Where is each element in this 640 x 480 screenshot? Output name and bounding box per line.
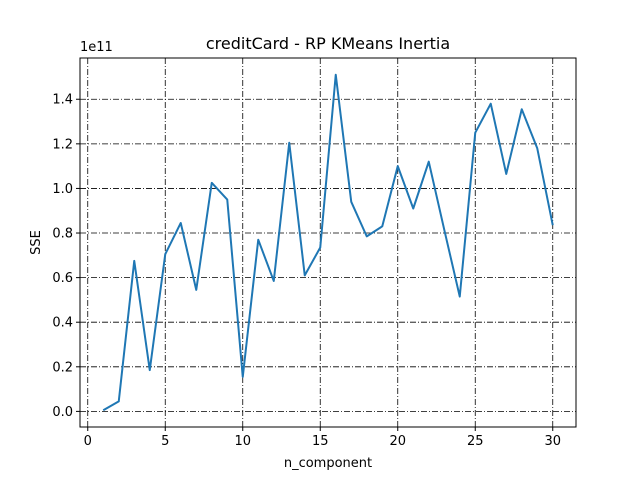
x-tick-label: 5 xyxy=(161,434,169,449)
y-tick-label: 0.4 xyxy=(52,316,73,331)
y-axis-label: SSE xyxy=(29,230,44,255)
series-layer xyxy=(102,73,554,412)
y-tick-label: 0.6 xyxy=(52,271,73,286)
y-tick-label: 1.4 xyxy=(52,93,73,108)
series-line xyxy=(102,73,554,412)
chart-title: creditCard - RP KMeans Inertia xyxy=(206,34,450,53)
x-ticks: 0 5 10 15 20 25 30 xyxy=(84,427,561,449)
y-tick-label: 0.2 xyxy=(52,360,73,375)
x-axis-label: n_component xyxy=(284,456,372,471)
plot-frame xyxy=(79,57,577,428)
x-tick-label: 30 xyxy=(544,434,561,449)
x-tick-label: 10 xyxy=(234,434,251,449)
x-tick-label: 20 xyxy=(389,434,406,449)
grid-layer xyxy=(80,58,576,427)
y-offset-label: 1e11 xyxy=(80,40,113,55)
x-tick-label: 15 xyxy=(312,434,329,449)
y-tick-label: 1.2 xyxy=(52,137,73,152)
x-tick-label: 25 xyxy=(467,434,484,449)
y-ticks: 0.0 0.2 0.4 0.6 0.8 1.0 1.2 1.4 xyxy=(52,93,80,420)
y-tick-label: 1.0 xyxy=(52,182,73,197)
y-tick-label: 0.0 xyxy=(52,405,73,420)
x-tick-label: 0 xyxy=(84,434,92,449)
y-tick-label: 0.8 xyxy=(52,227,73,242)
